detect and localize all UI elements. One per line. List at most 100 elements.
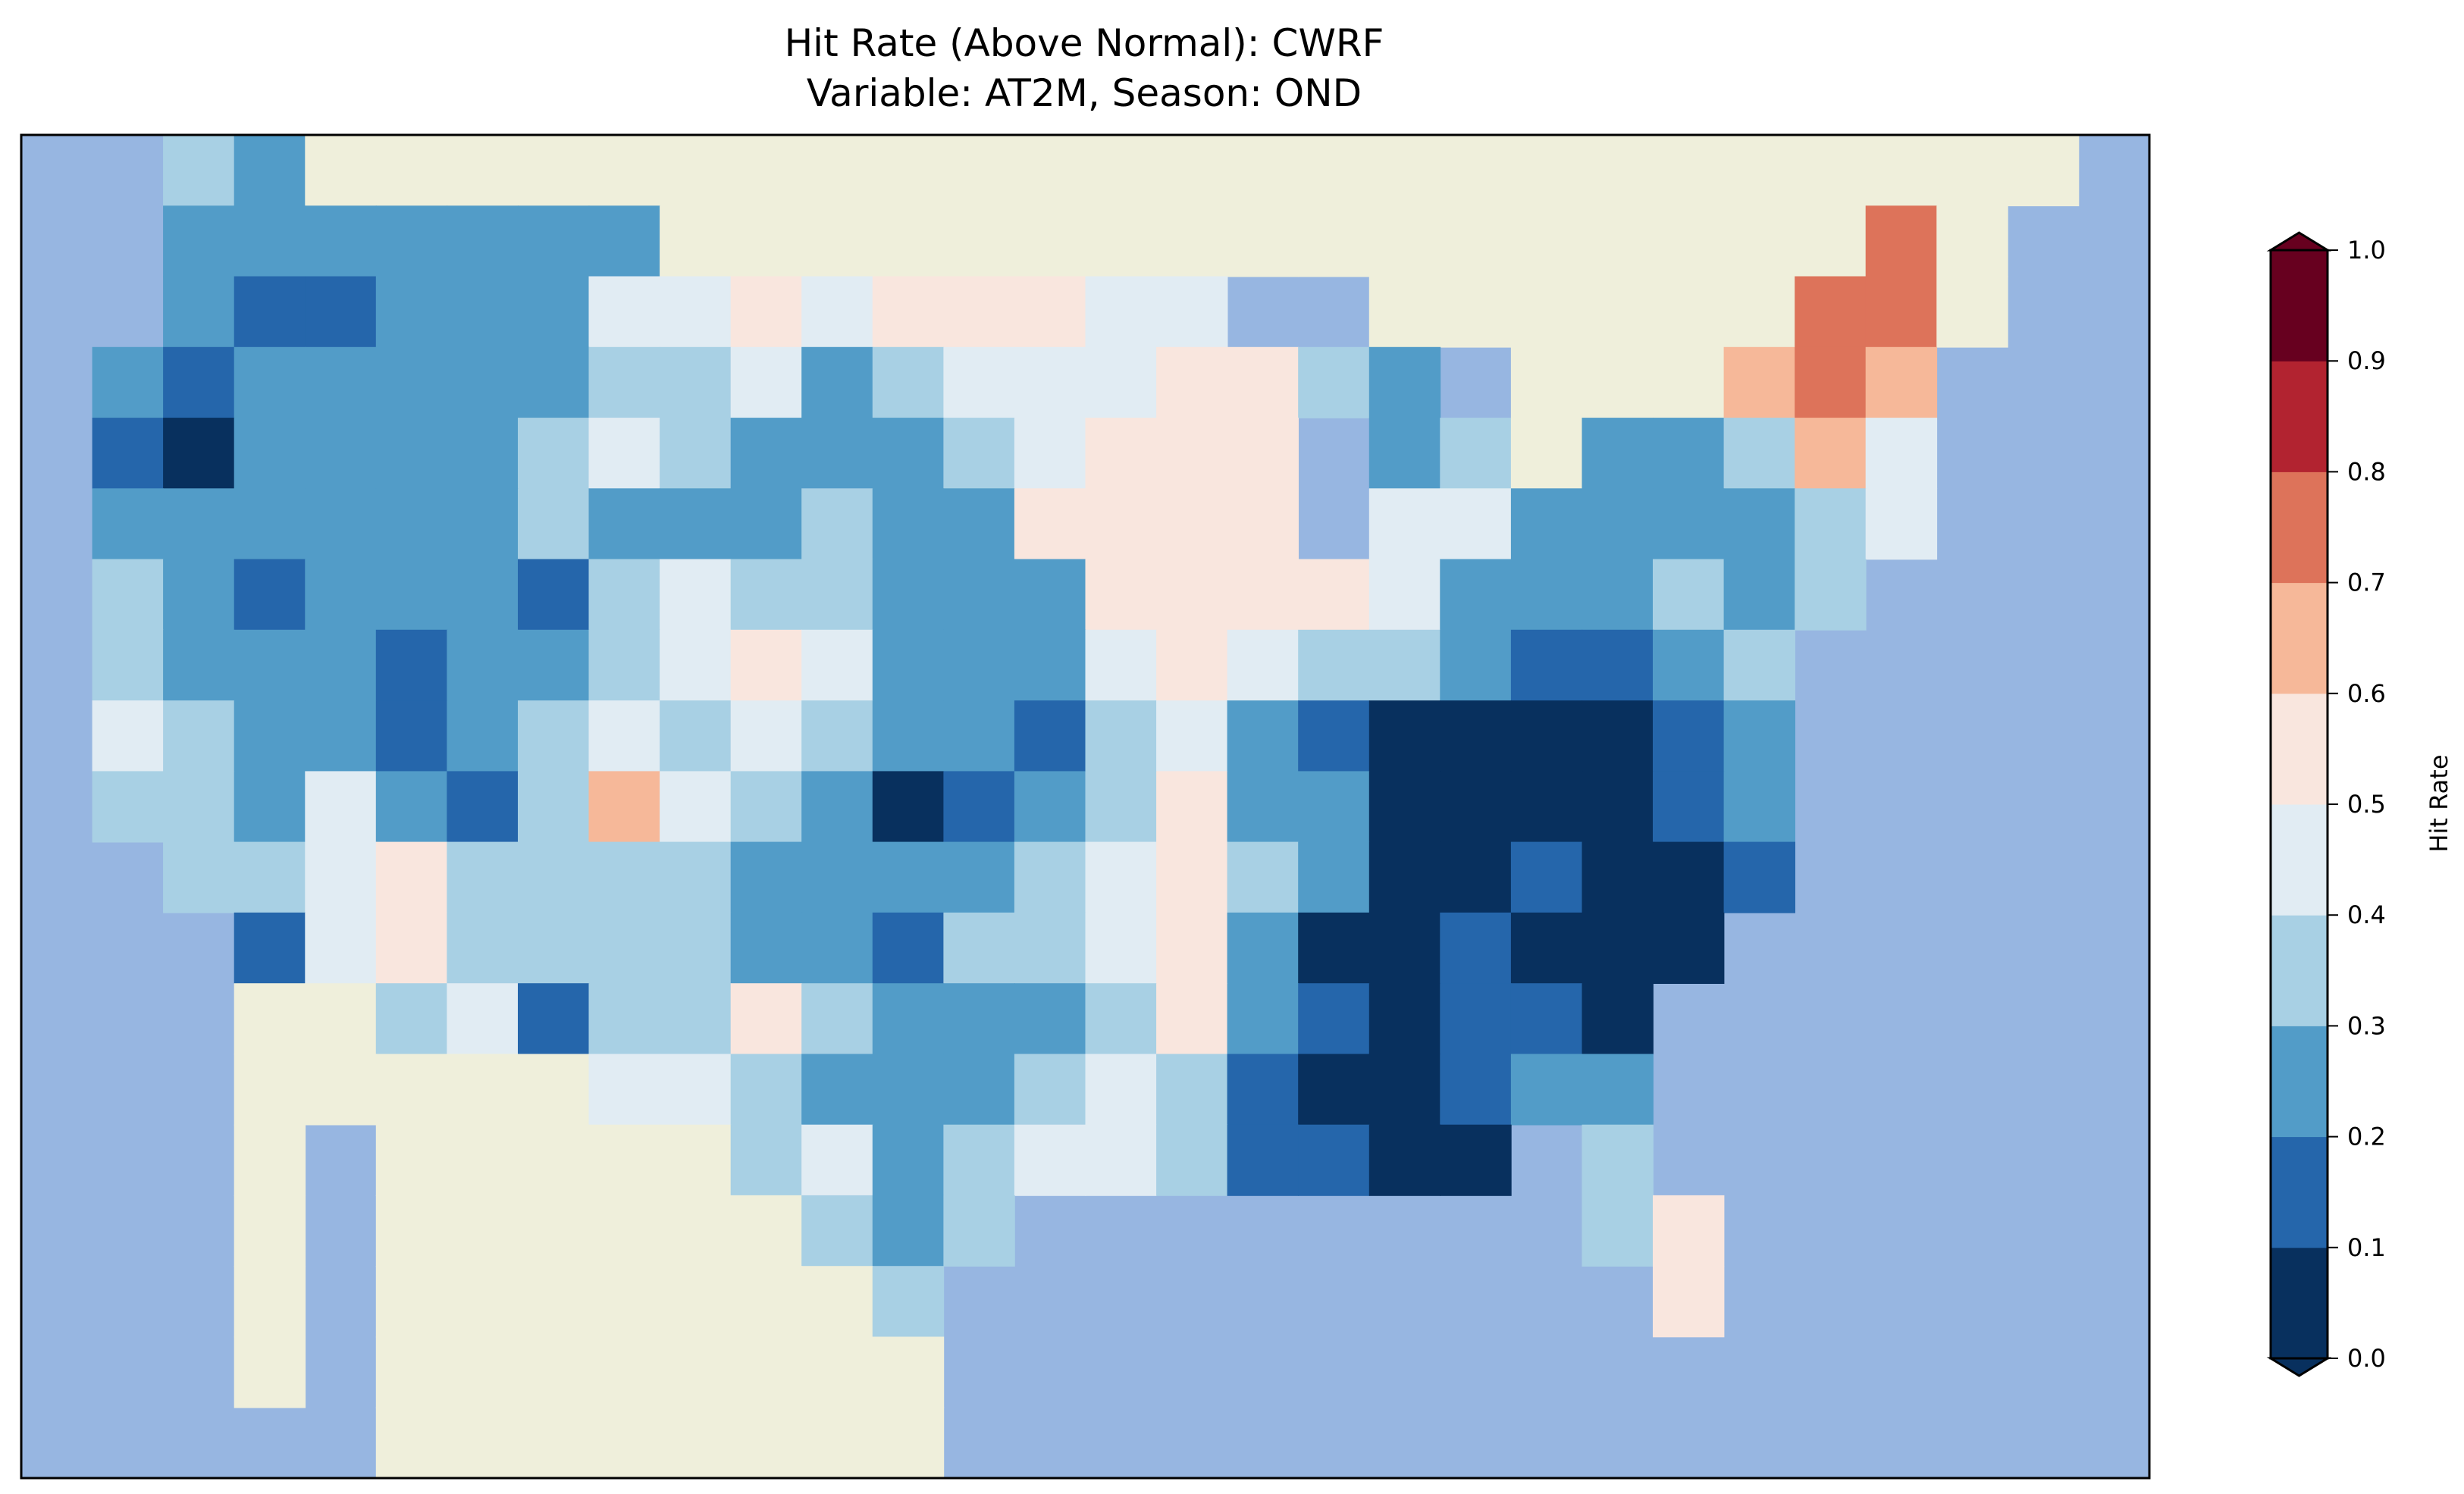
colorbar-label: Hit Rate xyxy=(2425,754,2453,852)
land-cell xyxy=(660,205,732,277)
land-cell xyxy=(447,1195,519,1267)
land-cell xyxy=(588,1195,660,1267)
land-cell xyxy=(588,1266,660,1338)
hit-rate-cell xyxy=(1156,488,1228,560)
hit-rate-cell xyxy=(1510,771,1583,843)
hit-rate-cell xyxy=(872,418,945,490)
hit-rate-cell xyxy=(872,488,945,560)
hit-rate-cell xyxy=(1440,1054,1512,1126)
colorbar-bin xyxy=(2271,1136,2328,1248)
hit-rate-cell xyxy=(1298,346,1370,418)
colorbar-tick-label: 0.2 xyxy=(2347,1123,2386,1151)
hit-rate-cell xyxy=(234,346,306,418)
hit-rate-cell xyxy=(1368,912,1441,984)
hit-rate-cell xyxy=(660,700,732,772)
hit-rate-cell xyxy=(730,841,803,913)
land-cell xyxy=(801,1336,873,1408)
hit-rate-cell xyxy=(730,488,803,560)
land-cell xyxy=(660,1266,732,1338)
hit-rate-cell xyxy=(163,346,235,418)
land-cell xyxy=(872,135,945,207)
land-cell xyxy=(801,205,873,277)
hit-rate-cell xyxy=(1440,1124,1512,1196)
hit-rate-cell xyxy=(872,1124,945,1196)
hit-rate-cell xyxy=(588,983,660,1055)
hit-rate-cell xyxy=(1723,488,1795,560)
colorbar-tick-label: 0.8 xyxy=(2347,457,2386,486)
hit-rate-cell xyxy=(305,771,377,843)
land-cell xyxy=(730,1266,803,1338)
colorbar-bin xyxy=(2271,471,2328,584)
hit-rate-cell xyxy=(660,912,732,984)
hit-rate-cell xyxy=(588,205,660,277)
hit-rate-cell xyxy=(1156,771,1228,843)
hit-rate-cell xyxy=(518,418,590,490)
hit-rate-cell xyxy=(801,488,873,560)
hit-rate-cell xyxy=(1723,418,1795,490)
hit-rate-cell xyxy=(305,700,377,772)
land-cell xyxy=(943,205,1015,277)
hit-rate-cell xyxy=(305,346,377,418)
colorbar-extend-max xyxy=(2266,231,2332,252)
hit-rate-cell xyxy=(801,771,873,843)
hit-rate-cell xyxy=(1085,559,1157,631)
land-cell xyxy=(1936,276,2008,348)
land-cell xyxy=(730,1407,803,1479)
hit-rate-cell xyxy=(1510,841,1583,913)
colorbar-bin xyxy=(2271,250,2328,362)
land-cell xyxy=(518,1336,590,1408)
hit-rate-cell xyxy=(518,205,590,277)
hit-rate-cell xyxy=(1156,983,1228,1055)
land-cell xyxy=(1156,205,1228,277)
hit-rate-cell xyxy=(92,559,164,631)
land-cell xyxy=(801,135,873,207)
land-cell xyxy=(1510,276,1583,348)
land-cell xyxy=(1510,346,1583,418)
hit-rate-cell xyxy=(1440,912,1512,984)
land-cell xyxy=(1510,418,1583,490)
land-cell xyxy=(1368,135,1441,207)
hit-rate-cell xyxy=(660,559,732,631)
hit-rate-cell xyxy=(1795,346,1867,418)
hit-rate-cell xyxy=(1582,418,1654,490)
hit-rate-cell xyxy=(163,276,235,348)
hit-rate-cell xyxy=(305,418,377,490)
hit-rate-cell xyxy=(92,418,164,490)
hit-rate-cell xyxy=(588,559,660,631)
hit-rate-cell xyxy=(660,771,732,843)
hit-rate-cell xyxy=(1298,983,1370,1055)
hit-rate-cell xyxy=(1582,983,1654,1055)
hit-rate-cell xyxy=(1014,1124,1086,1196)
hit-rate-cell xyxy=(447,205,519,277)
hit-rate-cell xyxy=(943,276,1015,348)
hit-rate-cell xyxy=(1085,983,1157,1055)
hit-rate-cell xyxy=(1440,488,1512,560)
land-cell xyxy=(518,1195,590,1267)
hit-rate-cell xyxy=(234,559,306,631)
land-cell xyxy=(447,1124,519,1196)
hit-rate-cell xyxy=(730,418,803,490)
hit-rate-cell xyxy=(1653,1266,1725,1338)
colorbar-bin xyxy=(2271,804,2328,916)
hit-rate-cell xyxy=(1723,771,1795,843)
hit-rate-cell xyxy=(92,700,164,772)
chart-title-line-1: Hit Rate (Above Normal): CWRF xyxy=(784,21,1384,65)
hit-rate-cell xyxy=(943,1054,1015,1126)
hit-rate-cell xyxy=(1227,559,1299,631)
hit-rate-cell xyxy=(163,418,235,490)
hit-rate-cell xyxy=(518,771,590,843)
hit-rate-cell xyxy=(92,488,164,560)
land-cell xyxy=(1014,205,1086,277)
hit-rate-cell xyxy=(1227,771,1299,843)
hit-rate-cell xyxy=(1723,841,1795,913)
hit-rate-cell xyxy=(234,700,306,772)
land-cell xyxy=(943,135,1015,207)
hit-rate-cell xyxy=(518,559,590,631)
land-cell xyxy=(588,135,660,207)
colorbar-bin xyxy=(2271,1247,2328,1359)
land-cell xyxy=(1723,135,1795,207)
hit-rate-cell xyxy=(447,700,519,772)
land-cell xyxy=(234,1266,306,1338)
hit-rate-cell xyxy=(163,700,235,772)
hit-rate-cell xyxy=(1014,700,1086,772)
